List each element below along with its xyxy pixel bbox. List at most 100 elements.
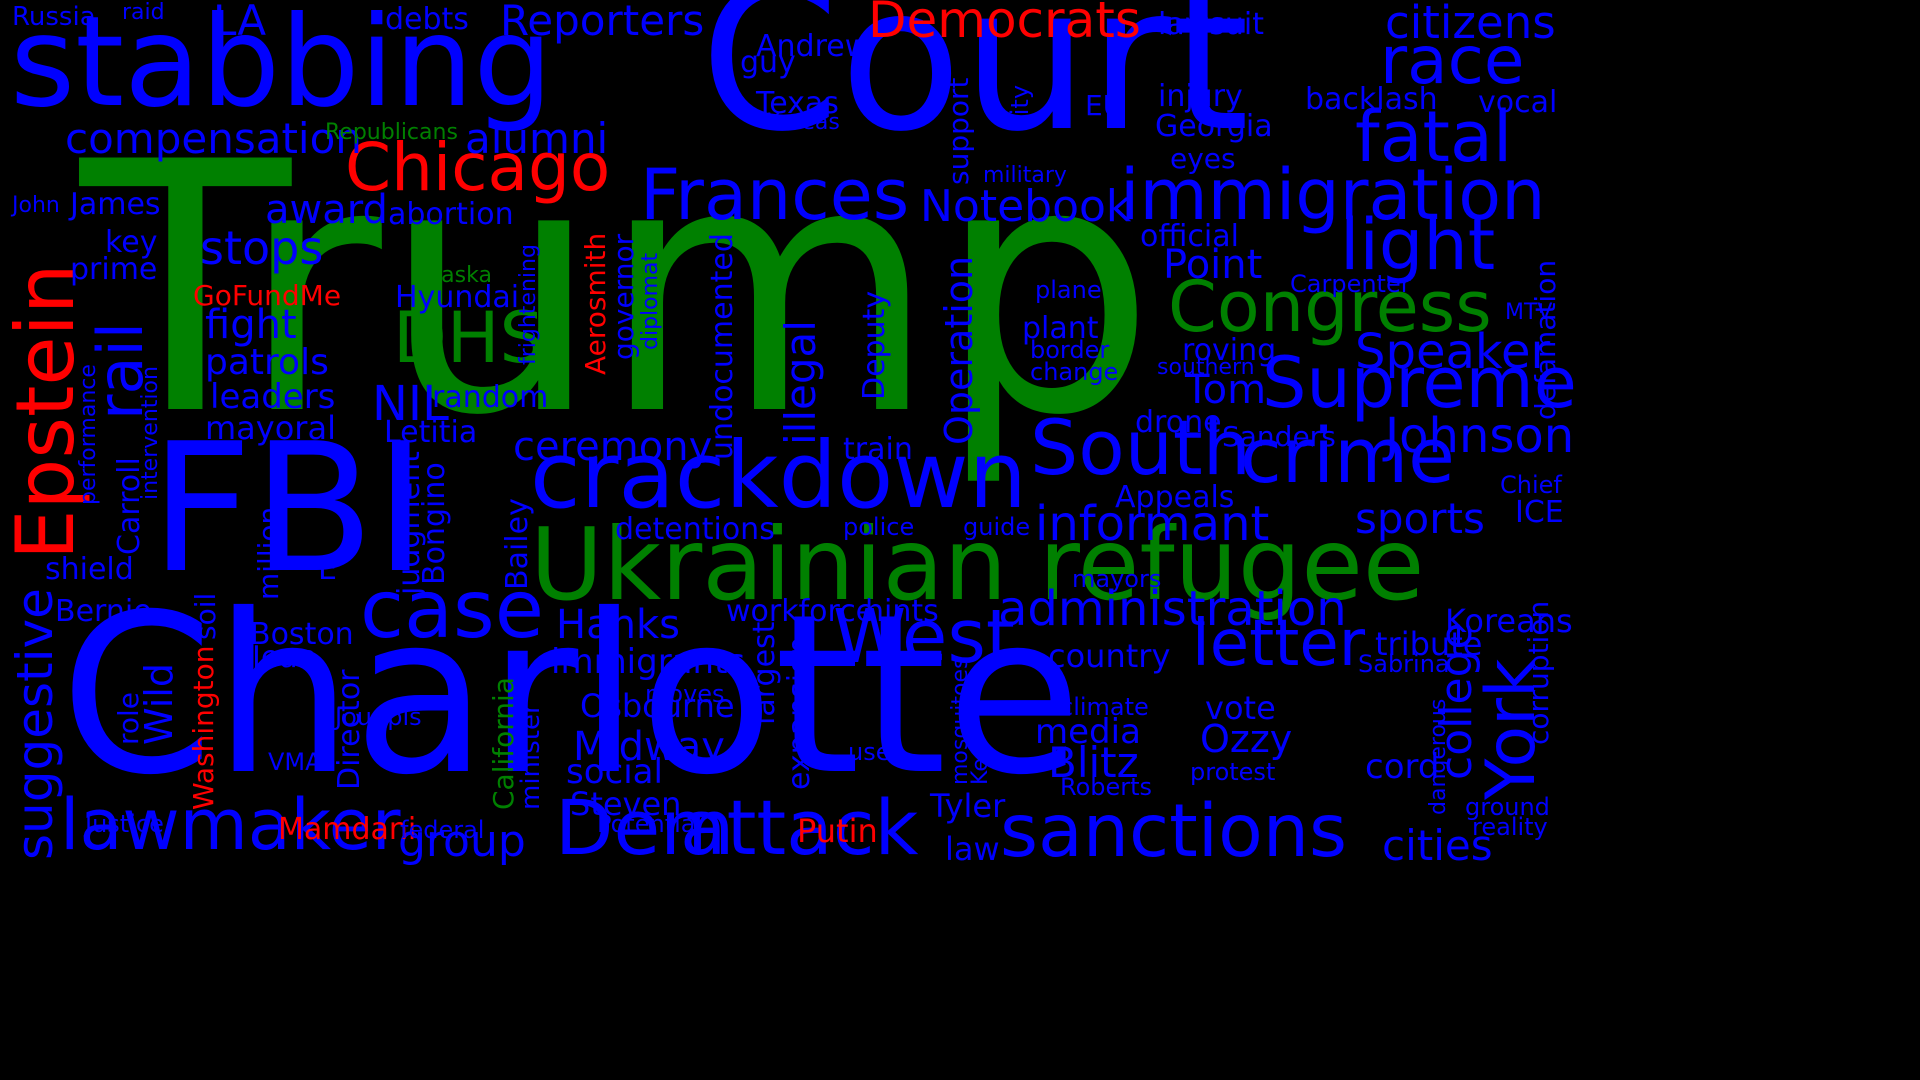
- word-ice: ICE: [1515, 495, 1564, 530]
- word-aerosmith: Aerosmith: [579, 232, 612, 375]
- word-west: West: [833, 594, 1015, 680]
- word-fbi: FBI: [150, 405, 427, 612]
- word-patrols: patrols: [205, 342, 329, 383]
- word-fatal: fatal: [1355, 96, 1513, 178]
- word-boston: Boston: [250, 617, 354, 652]
- word-cities: cities: [1382, 821, 1493, 870]
- word-tyler: Tyler: [930, 787, 1006, 825]
- word-award: award: [265, 187, 388, 233]
- word-appeals: Appeals: [1115, 480, 1235, 515]
- word-police: police: [843, 513, 915, 541]
- word-john: John: [12, 193, 60, 218]
- word-notebook: Notebook: [920, 181, 1132, 232]
- word-administration: administration: [998, 581, 1347, 637]
- word-federal: federal: [400, 816, 485, 844]
- word-reporters: Reporters: [500, 0, 705, 45]
- word-justice: Justice: [85, 810, 164, 838]
- word-bongino: Bongino: [417, 462, 452, 585]
- word-sports: sports: [1355, 494, 1485, 543]
- word-hyundai: Hyundai: [395, 280, 520, 315]
- word-blitz: Blitz: [1048, 738, 1139, 787]
- word-key: key: [105, 225, 158, 260]
- word-potential: Potential: [597, 810, 703, 838]
- word-raid: raid: [122, 0, 165, 25]
- word-eu: EU: [1085, 89, 1124, 122]
- word-group: group: [398, 816, 526, 867]
- word-sanders: Sanders: [1222, 420, 1336, 453]
- word-congress: Congress: [1168, 266, 1492, 348]
- word-stabbing: stabbing: [10, 0, 553, 135]
- word-ceremony: ceremony: [513, 424, 713, 470]
- word-race: race: [1380, 22, 1525, 99]
- word-detentions: detentions: [615, 512, 775, 547]
- word-texas: Texas: [756, 86, 839, 121]
- word-roberts: Roberts: [1060, 773, 1153, 801]
- word-e: E: [318, 552, 337, 587]
- word-country: country: [1048, 637, 1171, 675]
- word-sanctions: sanctions: [1000, 789, 1348, 874]
- word-dhs: DHS: [393, 297, 544, 379]
- word-osbourne: Osbourne: [580, 687, 735, 725]
- word-debts: debts: [385, 2, 469, 37]
- word-compensation: compensation: [65, 114, 362, 163]
- word-guide: guide: [963, 513, 1031, 541]
- word-injury: injury: [1158, 79, 1243, 114]
- word-hanks: Hanks: [556, 602, 680, 648]
- word-james: James: [70, 187, 161, 222]
- word-hints: hints: [865, 594, 939, 629]
- word-plane: plane: [1035, 276, 1102, 304]
- word-governor: governor: [607, 233, 640, 360]
- word-eyes: eyes: [1170, 142, 1236, 175]
- word-crime: crime: [1240, 411, 1455, 500]
- word-prime: prime: [70, 252, 158, 287]
- word-support: support: [942, 77, 975, 185]
- word-california: California: [487, 677, 520, 810]
- word-border: border: [1030, 336, 1110, 364]
- word-law: law: [945, 830, 1000, 868]
- word-washington: Washington: [187, 645, 220, 810]
- word-military: military: [983, 163, 1067, 188]
- word-vma: VMA: [268, 748, 322, 776]
- word-train: train: [843, 432, 913, 467]
- word-bailey: Bailey: [500, 498, 535, 590]
- word-ken: Ken: [968, 744, 993, 785]
- word-suggestive: suggestive: [6, 588, 64, 860]
- word-director: Director: [332, 669, 367, 790]
- word-putin: Putin: [797, 812, 878, 850]
- word-sabrina: Sabrina: [1358, 650, 1450, 678]
- word-mamdani: Mamdani: [278, 812, 417, 847]
- word-koreas: Koreas: [766, 110, 840, 135]
- word-ukrainian-refugee: Ukrainian refugee: [530, 506, 1425, 623]
- word-trump: Trump: [80, 90, 1156, 491]
- word-diplomat: diplomat: [638, 252, 663, 350]
- word-illegal: illegal: [776, 320, 825, 445]
- word-operation: Operation: [937, 255, 981, 445]
- word-use: use: [848, 738, 891, 766]
- word-frightening: frightening: [516, 244, 541, 365]
- word-charlotte: Charlotte: [60, 567, 1082, 823]
- word-ozzy: Ozzy: [1200, 717, 1293, 761]
- word-stops: stops: [200, 221, 324, 275]
- word-letitia: Letitia: [384, 415, 478, 450]
- word-andrew: Andrew: [756, 29, 870, 64]
- word-alumni: alumni: [465, 114, 609, 163]
- word-mayoral: mayoral: [205, 409, 336, 447]
- word-la: LA: [213, 0, 267, 45]
- word-point: Point: [1163, 242, 1263, 288]
- word-jean: Jean: [252, 640, 317, 675]
- word-defamation: defamation: [1529, 259, 1562, 420]
- word-carpenter: Carpenter: [1290, 270, 1411, 298]
- word-steven: Steven: [570, 785, 682, 823]
- word-dangerous: dangerous: [1426, 698, 1451, 815]
- word-roving: roving: [1182, 333, 1277, 368]
- word-letter: letter: [1192, 607, 1366, 681]
- word-lawsuit: lawsuit: [1158, 7, 1264, 42]
- word-south: South: [1030, 403, 1251, 492]
- word-official: official: [1140, 219, 1239, 254]
- word-city: City: [1006, 84, 1034, 132]
- word-expansion: expansion: [782, 636, 817, 790]
- word-koreans: Koreans: [1445, 602, 1573, 640]
- word-republicans: Republicans: [325, 120, 458, 145]
- word-southern: southern: [1157, 355, 1255, 380]
- word-abortion: abortion: [388, 197, 514, 232]
